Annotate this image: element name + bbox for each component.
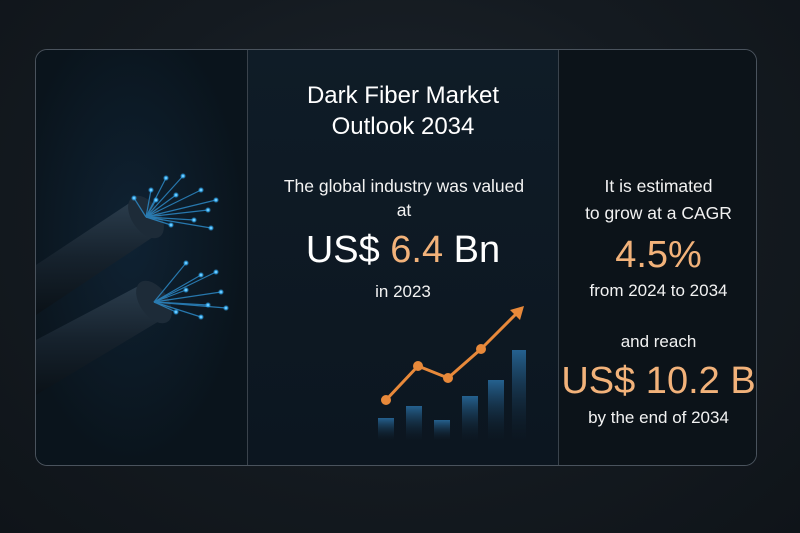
growth-chart-icon: [378, 306, 526, 440]
growth-bar-3: [434, 420, 450, 440]
growth-bar-4: [462, 396, 478, 440]
forecast-line-1: It is estimated: [604, 176, 713, 196]
page-title: Dark Fiber Market Outlook 2034: [248, 80, 558, 142]
growth-bar-6: [512, 350, 526, 440]
valued-label: The global industry was valued at: [268, 174, 540, 222]
forecast-panel: It is estimated to grow at a CAGR 4.5% f…: [559, 50, 756, 465]
current-value-suffix: Bn: [443, 229, 501, 271]
valued-label-line-2: at: [396, 200, 412, 220]
forecast-end: by the end of 2034: [588, 408, 729, 427]
forecast-line-2: to grow at a CAGR: [585, 203, 732, 223]
current-value-number: 6.4: [390, 229, 444, 271]
title-line-2: Outlook 2034: [331, 113, 475, 140]
growth-bar-5: [488, 380, 504, 440]
forecast-period: from 2024 to 2034: [589, 281, 728, 300]
forecast-value: US$ 10.2 B: [561, 360, 756, 402]
infographic-card: Dark Fiber Market Outlook 2034 The globa…: [35, 49, 757, 466]
current-value-panel: Dark Fiber Market Outlook 2034 The globa…: [247, 50, 559, 465]
title-line-1: Dark Fiber Market: [306, 82, 500, 109]
current-value-prefix: US$: [305, 229, 391, 271]
current-year: in 2023: [375, 282, 431, 301]
fiber-optic-cable-icon: [36, 173, 229, 395]
growth-arrow-head: [510, 306, 524, 320]
reach-label: and reach: [620, 332, 697, 351]
current-value: US$ 6.4 Bn: [248, 228, 558, 272]
growth-bar-2: [406, 406, 422, 440]
fiber-panel: [36, 50, 247, 465]
cagr-value: 4.5%: [615, 234, 702, 276]
valued-label-line-1: The global industry was valued: [283, 176, 525, 196]
growth-bar-1: [378, 418, 394, 440]
